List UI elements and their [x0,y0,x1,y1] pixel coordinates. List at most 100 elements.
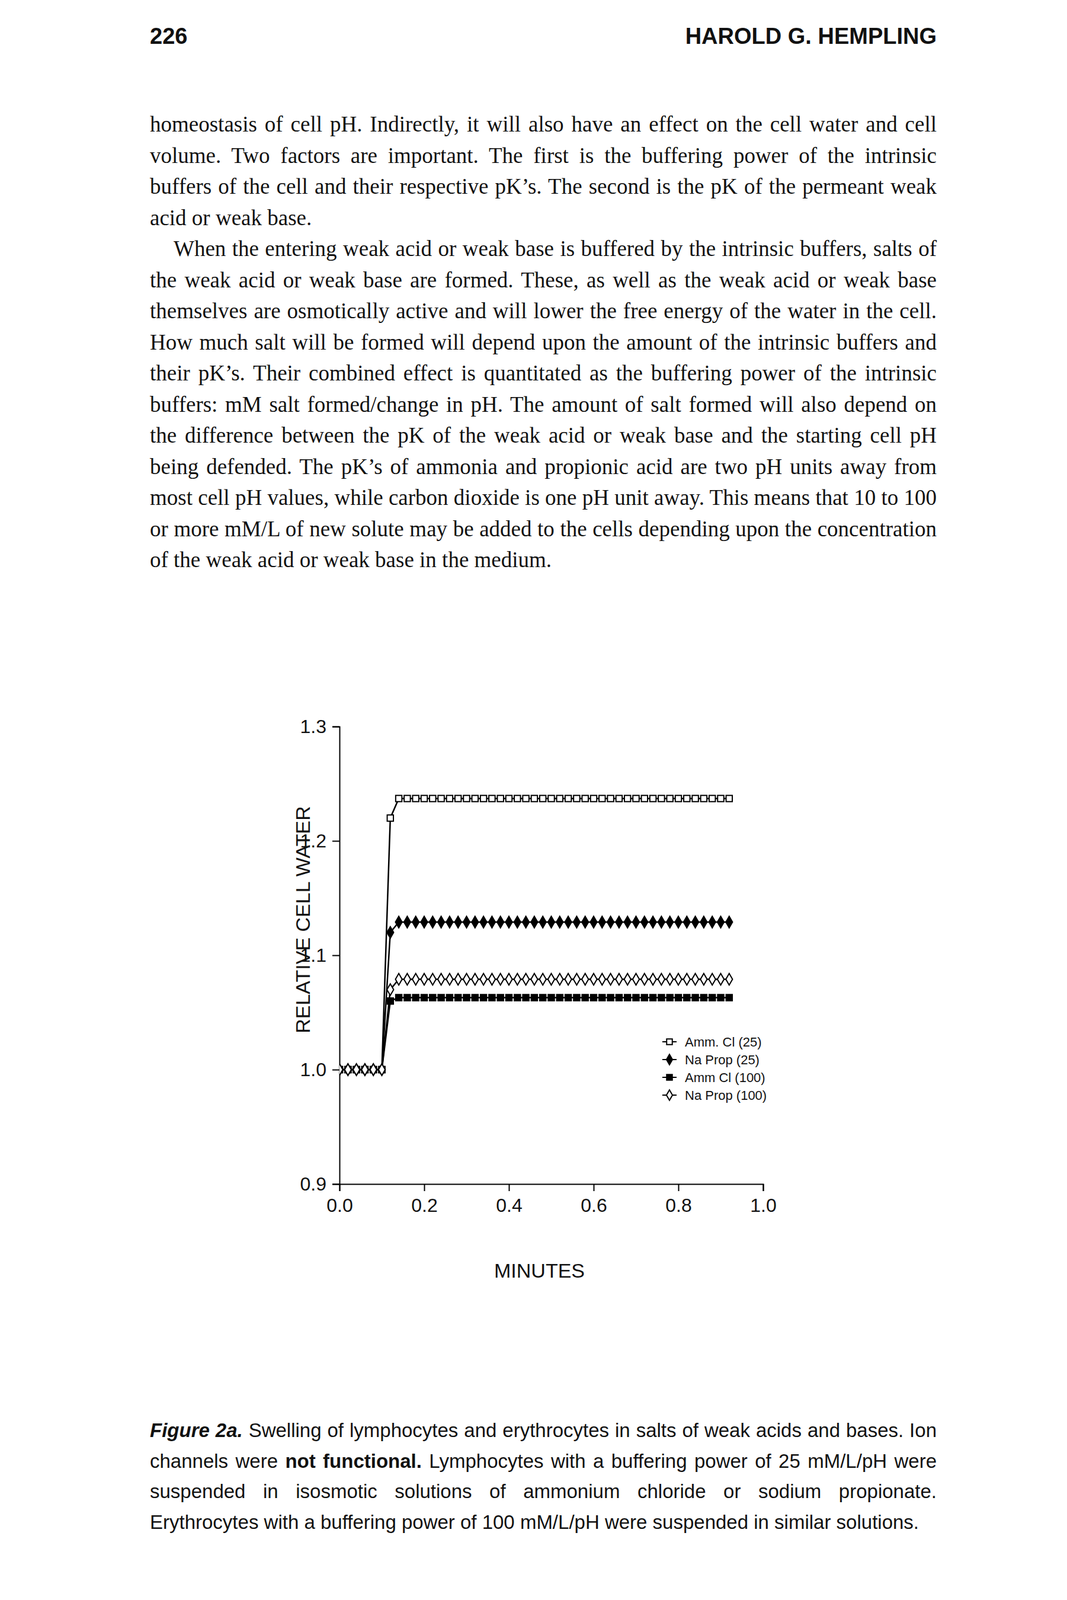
marker [505,795,512,801]
marker [674,973,682,986]
tick: 1.3 [300,715,340,738]
tick-label: 1.0 [750,1194,777,1216]
marker [344,1063,352,1076]
marker [531,994,538,1001]
tick: 0.4 [495,1183,522,1216]
paragraph: homeostasis of cell pH. Indirectly, it w… [149,109,937,234]
marker [632,973,640,986]
marker [726,795,733,801]
marker [472,994,479,1001]
marker [420,973,428,986]
marker [616,994,623,1001]
marker [632,915,640,928]
running-head: HAROLD G. HEMPLING [685,23,937,50]
marker [573,994,580,1001]
marker [395,973,402,986]
chart: 0.00.20.40.60.81.00.91.01.11.21.3MINUTES… [0,0,1067,1600]
marker [649,994,656,1001]
marker [412,994,419,1001]
tick-mark [763,1183,765,1191]
x-axis: 0.00.20.40.60.81.0 [326,1183,777,1216]
marker [615,973,623,986]
marker [725,973,733,986]
marker [556,795,563,801]
marker [514,994,521,1001]
legend-label: Amm Cl (100) [684,1069,766,1085]
marker [700,915,707,928]
marker [573,915,581,928]
marker [463,973,470,986]
legend-marker [666,1053,673,1065]
marker [488,915,496,928]
marker [590,994,597,1001]
plot-area [339,795,733,1075]
marker [581,994,588,1001]
marker [386,926,394,939]
marker [691,994,698,1001]
marker [497,994,503,1001]
marker [514,915,521,928]
marker [565,795,572,801]
marker [429,915,437,928]
figure-caption: Figure 2a. Swelling of lymphocytes and e… [149,1414,937,1537]
marker [530,915,538,928]
marker [616,795,623,801]
marker [624,795,631,801]
marker [717,915,724,928]
marker [395,915,402,928]
marker [539,915,547,928]
marker [463,795,470,801]
marker [455,795,461,801]
marker [480,994,487,1001]
marker [658,994,665,1001]
marker [666,795,673,801]
marker [717,994,724,1001]
tick: 0.8 [665,1183,692,1216]
marker [564,973,572,986]
marker [548,795,554,801]
marker [539,973,547,986]
marker [505,973,512,986]
marker [522,994,529,1001]
tick-mark [332,840,340,842]
marker [548,994,554,1001]
marker [649,915,656,928]
marker [539,994,546,1001]
marker [691,973,699,986]
marker [725,915,733,928]
marker [564,915,572,928]
marker [429,973,437,986]
marker [641,973,648,986]
legend-marker [666,1074,672,1080]
marker [641,915,648,928]
tick-mark [593,1183,595,1191]
marker [658,795,665,801]
marker [675,994,682,1001]
marker [437,915,445,928]
page-number: 226 [149,23,188,50]
marker [556,915,563,928]
marker [404,915,411,928]
marker [497,973,504,986]
marker [505,915,512,928]
marker [556,994,563,1001]
marker [581,973,589,986]
tick-mark [424,1183,426,1191]
marker [395,795,402,801]
marker [598,915,606,928]
marker [404,973,411,986]
tick: 1.0 [750,1183,777,1216]
marker [581,795,588,801]
series-line [339,798,730,1070]
marker [530,973,538,986]
marker [658,973,665,986]
marker [361,1063,368,1076]
marker [420,915,428,928]
marker [607,795,614,801]
tick-label: 0.0 [326,1194,353,1216]
marker [565,994,572,1001]
marker [471,973,479,986]
marker [370,1063,377,1076]
marker [505,994,512,1001]
caption-label: Figure 2a. [149,1418,243,1441]
